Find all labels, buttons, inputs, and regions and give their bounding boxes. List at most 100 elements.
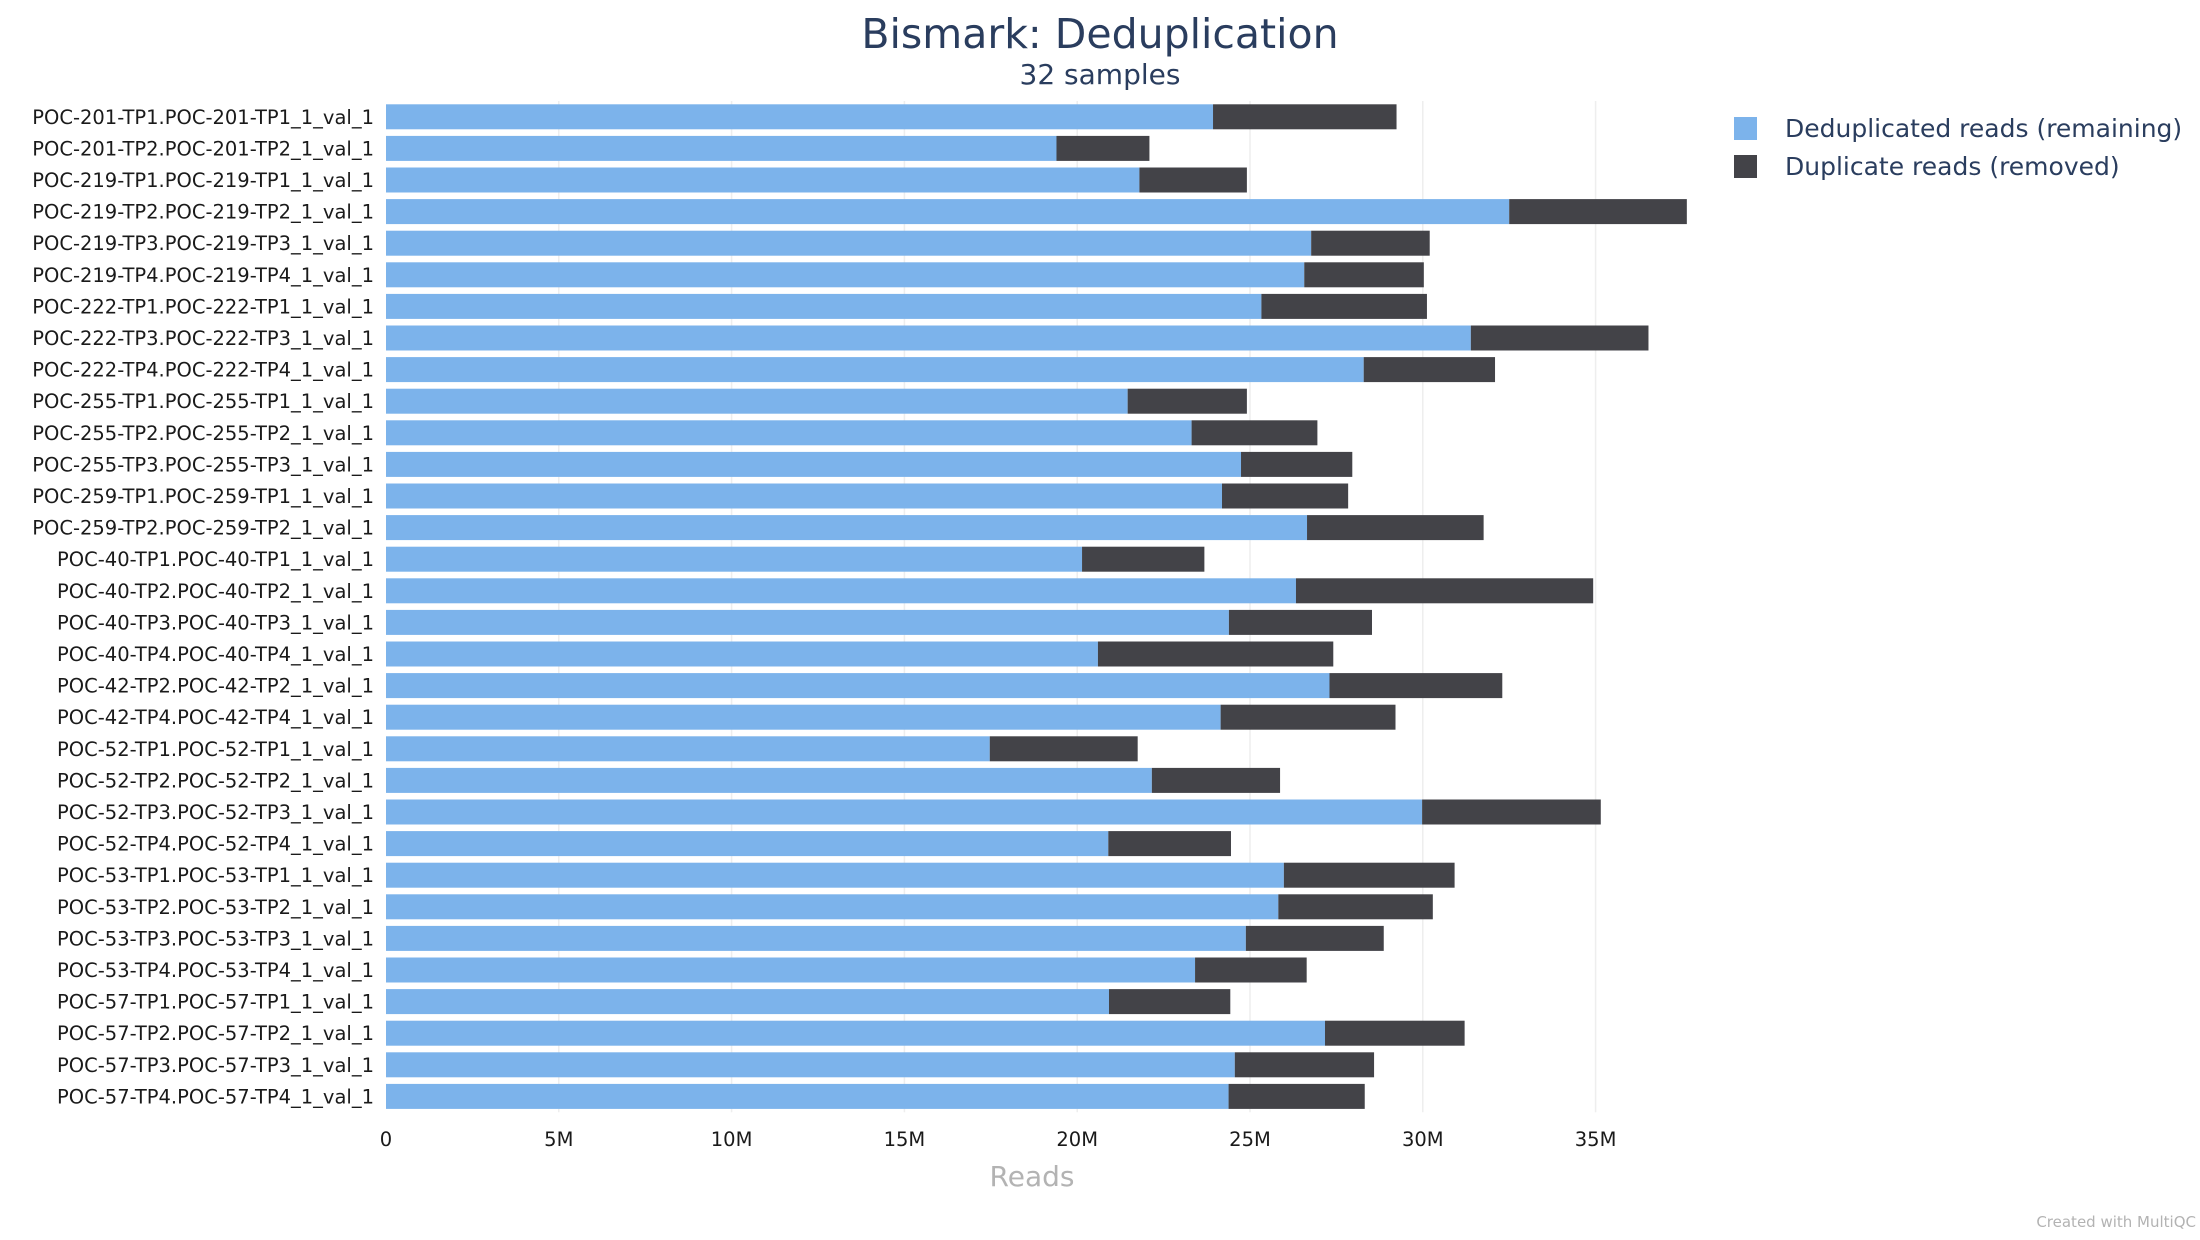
category-label: POC-40-TP3.POC-40-TP3_1_val_1 [57, 611, 374, 634]
bar-duplicate[interactable] [1228, 609, 1372, 635]
legend-swatch-duplicate [1734, 155, 1757, 178]
bar-duplicate[interactable] [1151, 767, 1281, 793]
category-label: POC-52-TP2.POC-52-TP2_1_val_1 [57, 769, 374, 792]
bar-deduplicated[interactable] [386, 578, 1296, 604]
x-axis-ticks: 0 5M 10M 15M 20M 25M 30M 35M [380, 1128, 1617, 1151]
bar-deduplicated[interactable] [386, 894, 1279, 920]
bar-duplicate[interactable] [1097, 641, 1334, 667]
category-label: POC-52-TP1.POC-52-TP1_1_val_1 [57, 738, 374, 761]
category-label: POC-255-TP3.POC-255-TP3_1_val_1 [32, 453, 374, 476]
bar-duplicate[interactable] [1234, 1052, 1375, 1078]
category-label: POC-255-TP2.POC-255-TP2_1_val_1 [32, 422, 374, 445]
bar-deduplicated[interactable] [386, 388, 1128, 414]
bar-deduplicated[interactable] [386, 799, 1423, 825]
bar-duplicate[interactable] [1261, 293, 1427, 319]
bar-duplicate[interactable] [1241, 451, 1353, 477]
bar-duplicate[interactable] [1509, 199, 1687, 225]
bar-duplicate[interactable] [1311, 230, 1430, 256]
bars [386, 104, 1687, 1109]
x-tick-label: 35M [1575, 1128, 1617, 1151]
bar-deduplicated[interactable] [386, 293, 1262, 319]
bar-deduplicated[interactable] [386, 767, 1152, 793]
bar-duplicate[interactable] [1195, 957, 1307, 983]
bar-duplicate[interactable] [1139, 167, 1247, 193]
bar-deduplicated[interactable] [386, 1052, 1235, 1078]
bar-duplicate[interactable] [1191, 420, 1318, 446]
category-label: POC-255-TP1.POC-255-TP1_1_val_1 [32, 390, 374, 413]
category-label: POC-42-TP4.POC-42-TP4_1_val_1 [57, 706, 374, 729]
bar-deduplicated[interactable] [386, 609, 1229, 635]
bar-duplicate[interactable] [1108, 831, 1231, 857]
bar-duplicate[interactable] [1295, 578, 1594, 604]
bar-deduplicated[interactable] [386, 831, 1109, 857]
bar-deduplicated[interactable] [386, 989, 1109, 1015]
bar-duplicate[interactable] [1056, 135, 1150, 161]
category-label: POC-201-TP2.POC-201-TP2_1_val_1 [32, 137, 374, 160]
bar-duplicate[interactable] [989, 736, 1138, 762]
bar-deduplicated[interactable] [386, 862, 1284, 888]
bar-deduplicated[interactable] [386, 167, 1140, 193]
category-labels: POC-201-TP1.POC-201-TP1_1_val_1 POC-201-T… [32, 106, 374, 1109]
legend-item-duplicate[interactable]: Duplicate reads (removed) [1734, 152, 2120, 181]
bar-duplicate[interactable] [1329, 673, 1503, 699]
bar-duplicate[interactable] [1363, 357, 1496, 383]
category-label: POC-222-TP1.POC-222-TP1_1_val_1 [32, 295, 374, 318]
bar-deduplicated[interactable] [386, 483, 1223, 509]
x-axis-title: Reads [990, 1160, 1075, 1193]
category-label: POC-57-TP4.POC-57-TP4_1_val_1 [57, 1085, 374, 1108]
chart-title: Bismark: Deduplication [861, 10, 1338, 58]
bar-deduplicated[interactable] [386, 641, 1098, 667]
legend[interactable]: Deduplicated reads (remaining) Duplicate… [1734, 114, 2182, 181]
bar-deduplicated[interactable] [386, 925, 1246, 951]
category-label: POC-222-TP3.POC-222-TP3_1_val_1 [32, 327, 374, 350]
bar-deduplicated[interactable] [386, 546, 1083, 572]
bar-deduplicated[interactable] [386, 325, 1471, 351]
bar-duplicate[interactable] [1307, 515, 1484, 541]
bar-duplicate[interactable] [1324, 1020, 1465, 1046]
bar-deduplicated[interactable] [386, 451, 1242, 477]
category-label: POC-40-TP1.POC-40-TP1_1_val_1 [57, 548, 374, 571]
x-tick-label: 5M [544, 1128, 573, 1151]
bar-deduplicated[interactable] [386, 1020, 1325, 1046]
bar-duplicate[interactable] [1213, 104, 1397, 130]
x-tick-label: 20M [1056, 1128, 1098, 1151]
bar-deduplicated[interactable] [386, 704, 1221, 730]
category-label: POC-219-TP2.POC-219-TP2_1_val_1 [32, 201, 374, 224]
bar-duplicate[interactable] [1278, 894, 1433, 920]
bar-duplicate[interactable] [1082, 546, 1205, 572]
bar-duplicate[interactable] [1470, 325, 1649, 351]
category-label: POC-40-TP4.POC-40-TP4_1_val_1 [57, 643, 374, 666]
bar-duplicate[interactable] [1108, 989, 1231, 1015]
legend-label-duplicate: Duplicate reads (removed) [1785, 152, 2120, 181]
category-label: POC-53-TP4.POC-53-TP4_1_val_1 [57, 959, 374, 982]
bar-duplicate[interactable] [1304, 262, 1424, 288]
category-label: POC-40-TP2.POC-40-TP2_1_val_1 [57, 580, 374, 603]
category-label: POC-42-TP2.POC-42-TP2_1_val_1 [57, 675, 374, 698]
bar-duplicate[interactable] [1422, 799, 1601, 825]
x-tick-label: 30M [1402, 1128, 1444, 1151]
x-tick-label: 15M [884, 1128, 926, 1151]
category-label: POC-57-TP2.POC-57-TP2_1_val_1 [57, 1022, 374, 1045]
bar-duplicate[interactable] [1127, 388, 1247, 414]
legend-item-deduplicated[interactable]: Deduplicated reads (remaining) [1734, 114, 2182, 143]
bar-deduplicated[interactable] [386, 135, 1057, 161]
bar-deduplicated[interactable] [386, 104, 1214, 130]
category-label: POC-219-TP1.POC-219-TP1_1_val_1 [32, 169, 374, 192]
bar-deduplicated[interactable] [386, 957, 1196, 983]
bar-deduplicated[interactable] [386, 1083, 1229, 1109]
bar-deduplicated[interactable] [386, 515, 1308, 541]
bar-deduplicated[interactable] [386, 230, 1312, 256]
bar-duplicate[interactable] [1245, 925, 1384, 951]
category-label: POC-53-TP1.POC-53-TP1_1_val_1 [57, 864, 374, 887]
bar-duplicate[interactable] [1228, 1083, 1365, 1109]
bar-duplicate[interactable] [1283, 862, 1455, 888]
bar-deduplicated[interactable] [386, 420, 1192, 446]
category-label: POC-219-TP3.POC-219-TP3_1_val_1 [32, 232, 374, 255]
bar-duplicate[interactable] [1220, 704, 1396, 730]
bar-deduplicated[interactable] [386, 262, 1305, 288]
bar-deduplicated[interactable] [386, 736, 990, 762]
bar-deduplicated[interactable] [386, 357, 1364, 383]
bar-deduplicated[interactable] [386, 673, 1330, 699]
bar-duplicate[interactable] [1222, 483, 1349, 509]
bar-deduplicated[interactable] [386, 199, 1510, 225]
